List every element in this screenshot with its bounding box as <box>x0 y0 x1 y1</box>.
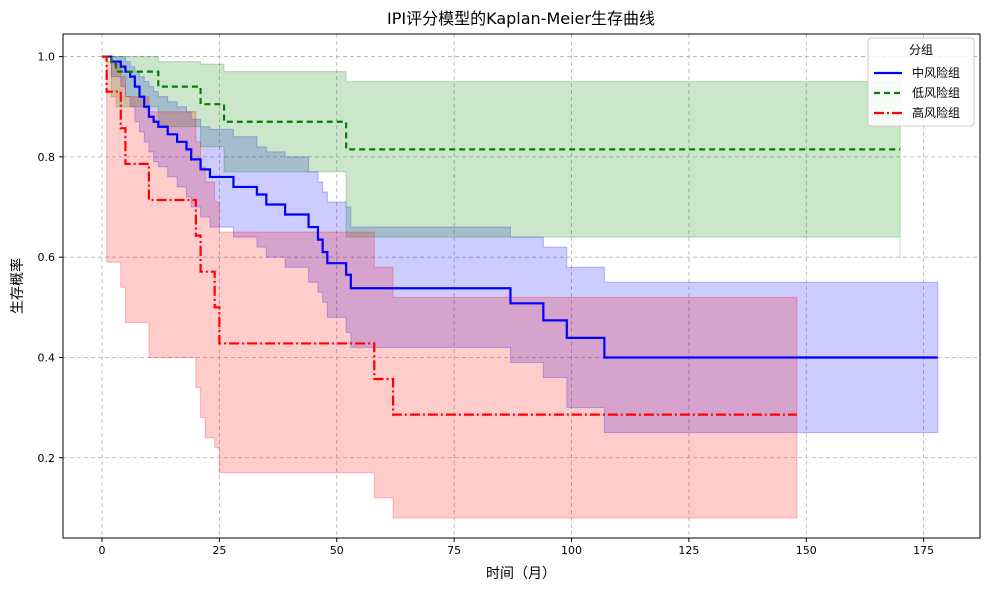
x-axis-title: 时间（月） <box>486 566 556 582</box>
x-tick-label: 50 <box>330 544 344 557</box>
x-tick-label: 125 <box>678 544 699 557</box>
legend-label-1: 低风险组 <box>912 85 960 100</box>
x-tick-label: 25 <box>212 544 226 557</box>
legend-label-0: 中风险组 <box>912 65 960 80</box>
y-axis-title: 生存概率 <box>9 258 26 314</box>
axis-ticks: 0 25 50 75 100 125 150 175 0.2 0.4 0.6 0.8 1.0 <box>38 51 935 557</box>
legend-title: 分组 <box>909 43 933 57</box>
plot-frame <box>62 33 981 539</box>
legend-box <box>867 37 975 127</box>
legend-label-2: 高风险组 <box>912 105 960 120</box>
x-tick-label: 0 <box>98 544 105 557</box>
chart-title: IPI评分模型的Kaplan-Meier生存曲线 <box>387 9 655 28</box>
y-tick-label: 0.2 <box>38 452 56 465</box>
survival-curves <box>101 55 938 416</box>
x-tick-label: 175 <box>913 544 934 557</box>
x-tick-label: 150 <box>796 544 817 557</box>
x-tick-label: 100 <box>561 544 582 557</box>
y-tick-label: 0.8 <box>38 151 56 164</box>
x-tick-label: 75 <box>447 544 461 557</box>
y-tick-label: 1.0 <box>38 51 56 64</box>
y-tick-label: 0.6 <box>38 251 56 264</box>
survival-line-0 <box>101 55 938 359</box>
y-tick-label: 0.4 <box>38 351 56 364</box>
confidence-bands <box>101 56 939 519</box>
ci-band-1 <box>101 56 901 258</box>
ci-band-0 <box>101 56 939 434</box>
survival-line-2 <box>101 55 797 416</box>
